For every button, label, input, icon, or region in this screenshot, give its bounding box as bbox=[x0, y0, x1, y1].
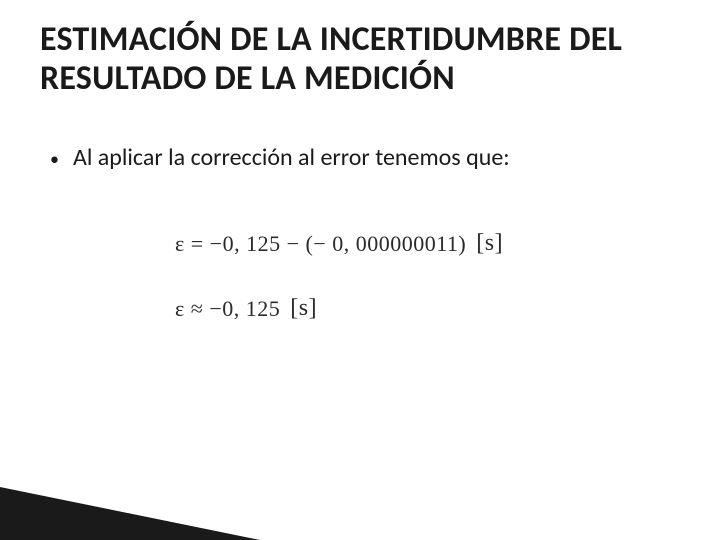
equation-line-2: ε ≈ −0, 125 [s] bbox=[175, 295, 680, 322]
bullet-text: Al aplicar la corrección al error tenemo… bbox=[73, 143, 510, 173]
slide: ESTIMACIÓN DE LA INCERTIDUMBRE DEL RESUL… bbox=[0, 0, 720, 540]
page-title: ESTIMACIÓN DE LA INCERTIDUMBRE DEL RESUL… bbox=[40, 20, 680, 98]
equation-lhs: ε bbox=[175, 231, 185, 257]
equation-lhs: ε bbox=[175, 296, 185, 322]
equation-rhs: −0, 125 bbox=[209, 296, 280, 322]
corner-accent-icon bbox=[0, 465, 260, 540]
equation-op: = bbox=[191, 231, 204, 257]
equation-rhs: −0, 125 − (− 0, 000000011) bbox=[210, 231, 467, 257]
equation-unit: [s] bbox=[476, 230, 503, 257]
equation-line-1: ε = −0, 125 − (− 0, 000000011) [s] bbox=[175, 230, 680, 257]
bullet-item: • Al aplicar la corrección al error tene… bbox=[50, 143, 680, 175]
bullet-marker: • bbox=[50, 143, 59, 175]
equation-unit: [s] bbox=[290, 295, 317, 322]
equation-op: ≈ bbox=[191, 296, 204, 322]
equation-block: ε = −0, 125 − (− 0, 000000011) [s] ε ≈ −… bbox=[175, 230, 680, 322]
